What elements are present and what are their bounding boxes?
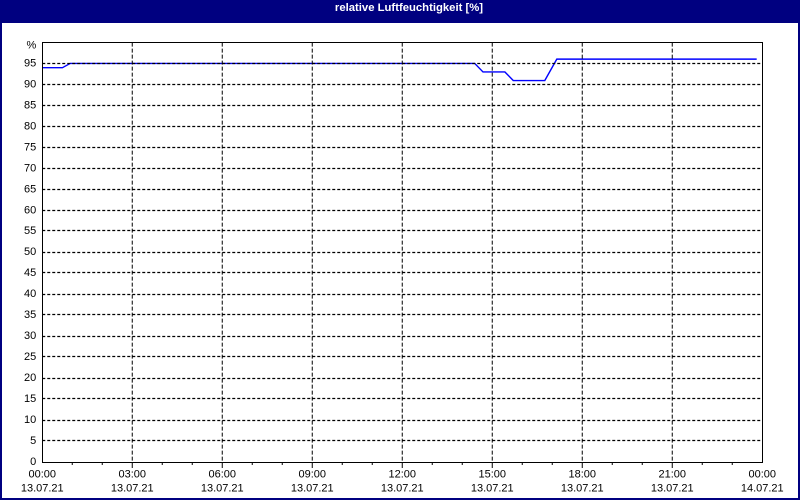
svg-text:40: 40 (24, 288, 36, 300)
svg-text:00:00: 00:00 (28, 469, 56, 481)
svg-text:13.07.21: 13.07.21 (111, 483, 154, 495)
svg-text:75: 75 (24, 141, 36, 153)
svg-text:15:00: 15:00 (478, 469, 506, 481)
svg-text:10: 10 (24, 414, 36, 426)
svg-text:12:00: 12:00 (388, 469, 416, 481)
svg-text:18:00: 18:00 (568, 469, 596, 481)
svg-text:20: 20 (24, 372, 36, 384)
svg-text:00:00: 00:00 (748, 469, 776, 481)
svg-text:13.07.21: 13.07.21 (561, 483, 604, 495)
svg-text:55: 55 (24, 225, 36, 237)
svg-text:13.07.21: 13.07.21 (291, 483, 334, 495)
svg-text:90: 90 (24, 78, 36, 90)
svg-text:80: 80 (24, 120, 36, 132)
svg-text:45: 45 (24, 267, 36, 279)
svg-text:15: 15 (24, 393, 36, 405)
svg-text:13.07.21: 13.07.21 (381, 483, 424, 495)
svg-text:25: 25 (24, 351, 36, 363)
svg-text:65: 65 (24, 183, 36, 195)
svg-text:30: 30 (24, 330, 36, 342)
svg-text:50: 50 (24, 246, 36, 258)
svg-text:13.07.21: 13.07.21 (21, 483, 64, 495)
svg-text:60: 60 (24, 204, 36, 216)
svg-text:13.07.21: 13.07.21 (651, 483, 694, 495)
svg-text:95: 95 (24, 57, 36, 69)
svg-text:14.07.21: 14.07.21 (741, 483, 784, 495)
svg-text:06:00: 06:00 (208, 469, 236, 481)
svg-text:70: 70 (24, 162, 36, 174)
svg-text:%: % (26, 40, 36, 52)
svg-text:13.07.21: 13.07.21 (471, 483, 514, 495)
svg-text:35: 35 (24, 309, 36, 321)
svg-text:03:00: 03:00 (118, 469, 146, 481)
svg-text:0: 0 (30, 456, 36, 468)
svg-text:13.07.21: 13.07.21 (201, 483, 244, 495)
svg-text:5: 5 (30, 435, 36, 447)
svg-text:09:00: 09:00 (298, 469, 326, 481)
svg-text:85: 85 (24, 99, 36, 111)
svg-text:21:00: 21:00 (658, 469, 686, 481)
